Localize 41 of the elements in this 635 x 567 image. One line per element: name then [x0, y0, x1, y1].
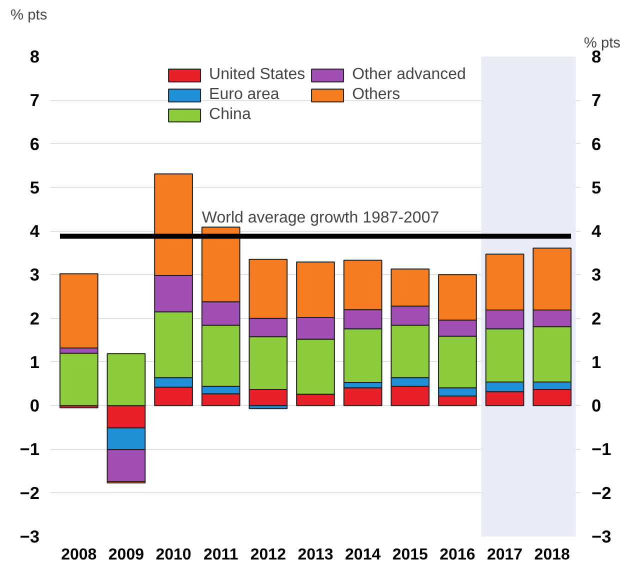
legend-label: China [209, 106, 251, 124]
y2-tick-label: −2 [592, 482, 612, 503]
y2-tick-label: 4 [592, 221, 602, 242]
y2-tick-label: −1 [592, 439, 612, 460]
legend-label: Other advanced [352, 66, 466, 84]
x-tick-label: 2013 [298, 546, 334, 564]
x-tick-label: 2011 [204, 546, 238, 564]
y-tick-label: 6 [30, 134, 40, 154]
y-axis-title: % pts [10, 8, 48, 24]
y2-tick-label: 7 [592, 90, 602, 110]
y2-tick-label: 2 [592, 308, 602, 328]
y2-tick-label: −3 [592, 526, 612, 546]
x-tick-label: 2015 [392, 546, 428, 564]
y-tick-label: 1 [30, 352, 40, 372]
x-tick-label: 2017 [486, 546, 523, 564]
x-tick-label: 2018 [534, 546, 570, 564]
y-tick-label: 3 [30, 264, 40, 285]
legend-label: United States [209, 66, 306, 84]
legend-label: Others [352, 86, 400, 104]
y-tick-label: 5 [30, 177, 40, 198]
y2-tick-label: 3 [592, 264, 602, 285]
y-tick-label: 2 [30, 308, 40, 328]
y-tick-label: −3 [20, 526, 40, 546]
y2-tick-label: 5 [592, 177, 602, 198]
x-tick-label: 2010 [156, 546, 192, 564]
y2-tick-label: 6 [592, 134, 602, 154]
x-tick-label: 2014 [345, 546, 381, 564]
y-tick-label: −2 [20, 482, 40, 503]
y-tick-label: 8 [30, 46, 40, 66]
legend-label: Euro area [209, 86, 280, 104]
y-tick-label: 7 [30, 90, 40, 110]
x-tick-label: 2012 [250, 546, 286, 564]
ref-line-label: World average growth 1987-2007 [202, 209, 440, 226]
x-tick-label: 2008 [61, 546, 97, 564]
y-tick-label: 4 [30, 221, 40, 242]
y-tick-label: −1 [20, 439, 40, 460]
x-tick-label: 2016 [440, 546, 476, 564]
y2-tick-label: 1 [592, 352, 602, 372]
y2-tick-label: 0 [592, 396, 602, 416]
y-tick-label: 0 [30, 396, 40, 416]
x-tick-label: 2009 [108, 546, 144, 564]
